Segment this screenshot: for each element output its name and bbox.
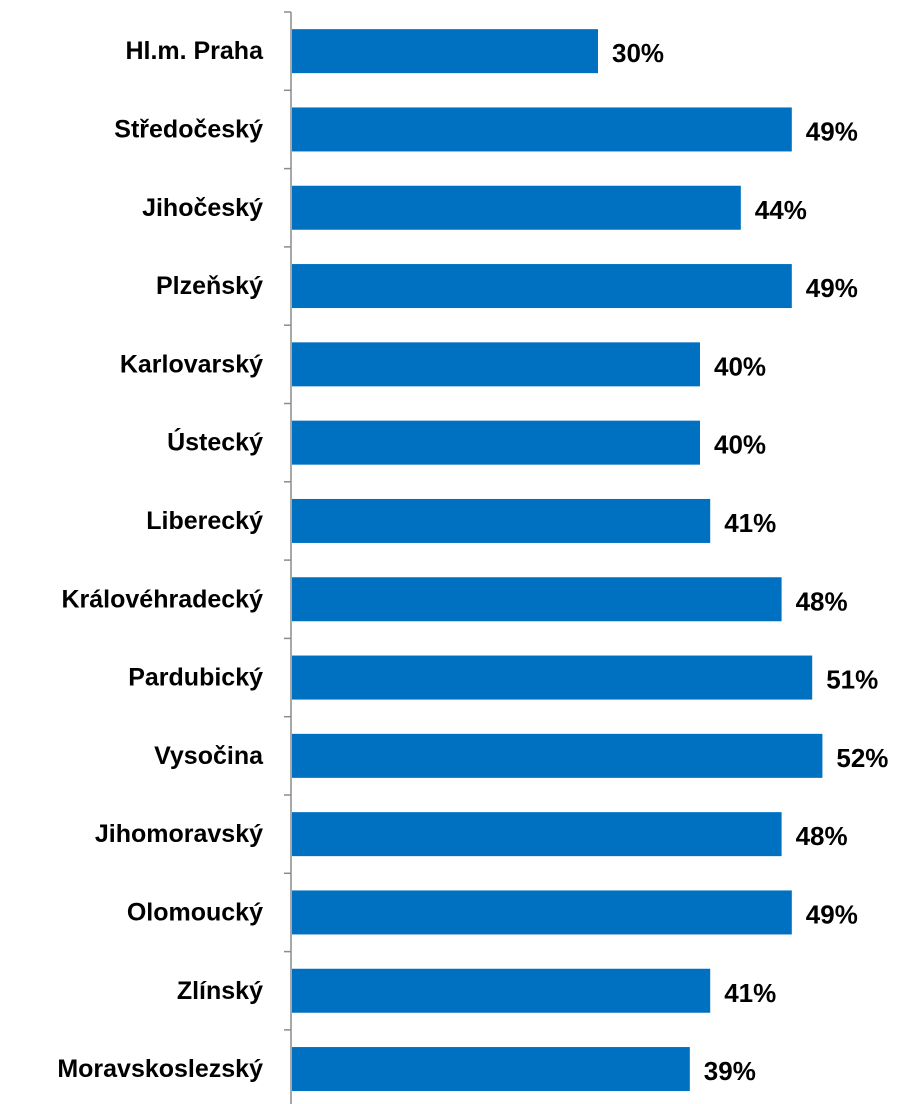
value-label: 49% xyxy=(806,899,858,929)
value-label: 41% xyxy=(724,508,776,538)
value-label: 49% xyxy=(806,116,858,146)
bar xyxy=(292,498,711,543)
bars xyxy=(292,29,823,1092)
value-label: 30% xyxy=(612,38,664,68)
bar xyxy=(292,812,782,857)
category-label: Jihočeský xyxy=(142,194,263,222)
category-label: Liberecký xyxy=(146,507,263,535)
category-label: Karlovarský xyxy=(120,350,263,378)
value-label: 51% xyxy=(826,665,878,695)
bar xyxy=(292,968,711,1013)
value-label: 52% xyxy=(836,743,888,773)
bar xyxy=(292,29,598,74)
category-label: Středočeský xyxy=(114,115,263,143)
value-label: 41% xyxy=(724,978,776,1008)
value-label: 49% xyxy=(806,273,858,303)
category-labels: Hl.m. Praha Středočeský Jihočeský Plzeňský K… xyxy=(57,37,264,1083)
category-label: Pardubický xyxy=(128,664,263,692)
bar xyxy=(292,655,813,700)
value-label: 40% xyxy=(714,430,766,460)
bar xyxy=(292,577,782,622)
value-label: 48% xyxy=(796,586,848,616)
category-label: Jihomoravský xyxy=(95,820,263,848)
value-labels: 30% 49% 44% 49% 40% 40% 41% 48% 51% 52% 48% 49% 41% 3… xyxy=(612,38,888,1086)
axis-ticks xyxy=(284,11,291,1031)
value-label: 39% xyxy=(704,1056,756,1086)
category-label: Olomoucký xyxy=(127,898,263,926)
value-label: 48% xyxy=(796,821,848,851)
bar xyxy=(292,264,792,309)
bar xyxy=(292,420,700,465)
category-label: Ústecký xyxy=(167,427,263,457)
category-label: Moravskoslezský xyxy=(57,1055,263,1083)
bar xyxy=(292,733,823,778)
category-label: Hl.m. Praha xyxy=(125,37,264,65)
category-label: Plzeňský xyxy=(156,272,263,300)
category-label: Vysočina xyxy=(154,742,264,770)
bar xyxy=(292,342,700,387)
category-label: Královéhradecký xyxy=(61,585,263,613)
bar xyxy=(292,1047,690,1092)
value-label: 44% xyxy=(755,195,807,225)
value-label: 40% xyxy=(714,351,766,381)
bar xyxy=(292,890,792,935)
bar xyxy=(292,107,792,152)
bar xyxy=(292,185,741,230)
category-label: Zlínský xyxy=(177,977,263,1005)
